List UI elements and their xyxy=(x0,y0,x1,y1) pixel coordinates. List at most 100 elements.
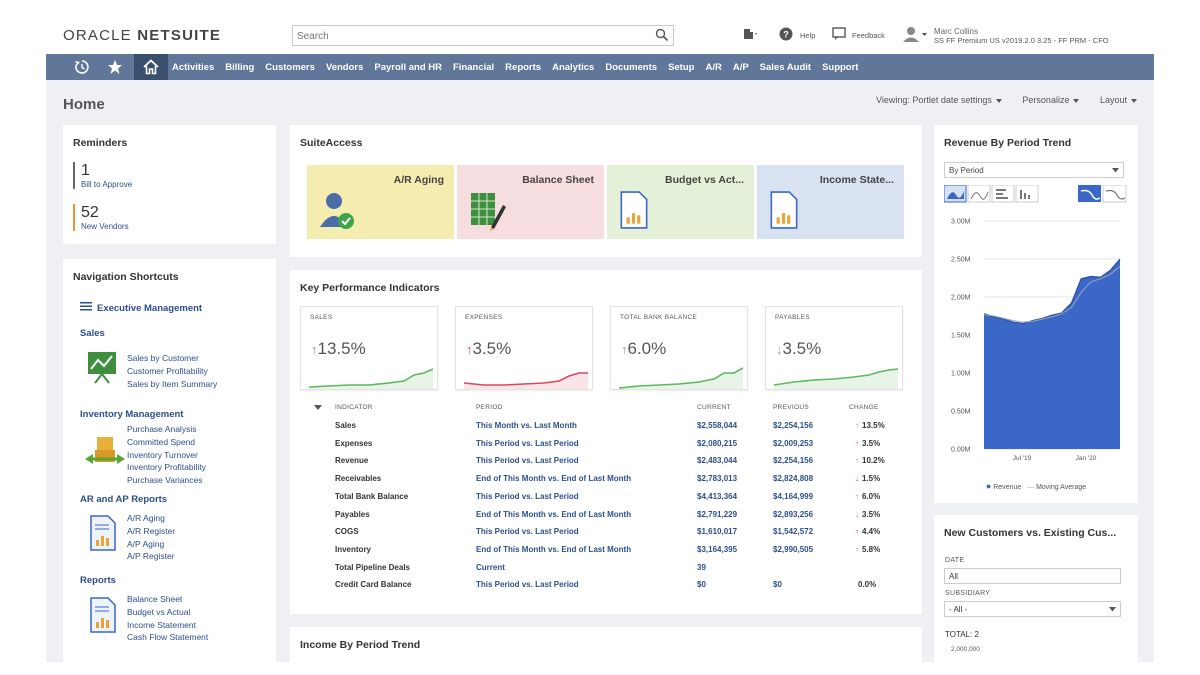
shortcut-ar-aging[interactable]: A/R Aging xyxy=(127,513,165,523)
nav-item-setup[interactable]: Setup xyxy=(668,61,695,73)
shortcut-purchase-analysis[interactable]: Purchase Analysis xyxy=(127,424,197,434)
col-change[interactable]: CHANGE xyxy=(849,404,879,411)
date-field[interactable]: All xyxy=(944,568,1121,584)
nav-item-activities[interactable]: Activities xyxy=(172,61,215,73)
cell-previous[interactable]: $2,893,256 xyxy=(773,509,814,519)
nav-item-financial[interactable]: Financial xyxy=(452,61,495,73)
tile-income-statement[interactable]: Income State... xyxy=(757,165,904,239)
tile-budget-vs-actual[interactable]: Budget vs Act... xyxy=(607,165,754,239)
cell-previous[interactable]: $2,990,505 xyxy=(773,544,814,554)
kpi-card-total-bank-balance[interactable]: TOTAL BANK BALANCE ↑6.0% xyxy=(610,306,748,390)
cell-current[interactable]: $0 xyxy=(697,580,706,590)
nav-item-reports[interactable]: Reports xyxy=(505,61,542,73)
cell-previous[interactable]: $2,254,156 xyxy=(773,456,814,466)
nav-item-payroll-and-hr[interactable]: Payroll and HR xyxy=(374,61,442,73)
nav-item-documents[interactable]: Documents xyxy=(605,61,658,73)
nav-item-analytics[interactable]: Analytics xyxy=(552,61,595,73)
bar-chart-tab[interactable] xyxy=(991,185,1015,203)
recent-icon[interactable] xyxy=(74,59,90,75)
search-input[interactable] xyxy=(293,27,643,46)
reminder-new-vendors[interactable]: 52 New Vendors xyxy=(73,204,223,231)
cell-previous[interactable]: $2,824,808 xyxy=(773,474,814,484)
area-chart-tab[interactable] xyxy=(944,185,967,203)
collapse-caret-icon[interactable] xyxy=(314,405,322,411)
shortcut-income-statement[interactable]: Income Statement xyxy=(127,619,196,630)
user-menu[interactable]: Marc Collins SS FF Premium US v2019.2.0 … xyxy=(934,27,1109,45)
cell-previous[interactable]: $4,164,999 xyxy=(773,491,814,501)
cell-current[interactable]: $2,783,013 xyxy=(697,474,738,484)
cell-current[interactable]: $1,610,017 xyxy=(697,527,738,537)
recent-records-icon[interactable] xyxy=(741,27,759,41)
tile-ar-aging[interactable]: A/R Aging xyxy=(307,165,454,239)
cell-current[interactable]: $2,791,229 xyxy=(697,509,738,519)
col-period[interactable]: PERIOD xyxy=(476,404,503,411)
cell-previous[interactable]: $0 xyxy=(773,580,782,590)
executive-management-link[interactable]: Executive Management xyxy=(97,303,203,314)
cell-previous[interactable]: $2,009,253 xyxy=(773,438,814,448)
cell-period[interactable]: This Period vs. Last Period xyxy=(476,491,579,501)
legend-revenue[interactable]: Revenue xyxy=(993,484,1022,491)
user-avatar-icon[interactable] xyxy=(902,26,928,43)
shortcut-ap-aging[interactable]: A/P Aging xyxy=(127,538,165,549)
cell-period[interactable]: End of This Month vs. End of Last Month xyxy=(476,544,632,554)
kpi-card-expenses[interactable]: EXPENSES ↑3.5% xyxy=(455,306,593,390)
global-search[interactable] xyxy=(292,25,674,46)
shortcut-inventory-profitability[interactable]: Inventory Profitability xyxy=(127,462,206,473)
cell-period[interactable]: End of This Month vs. End of Last Month xyxy=(476,509,632,519)
shortcut-balance-sheet[interactable]: Balance Sheet xyxy=(127,594,183,604)
nav-item-sales-audit[interactable]: Sales Audit xyxy=(759,61,812,73)
search-icon[interactable] xyxy=(655,28,669,42)
nav-item-billing[interactable]: Billing xyxy=(225,61,255,73)
viewing-date-settings[interactable]: Viewing: Portlet date settings xyxy=(876,95,1002,105)
shortcut-purchase-variances[interactable]: Purchase Variances xyxy=(127,475,203,486)
column-chart-tab[interactable] xyxy=(1015,185,1039,203)
help-icon[interactable]: ? xyxy=(779,27,793,41)
cell-previous[interactable]: $1,542,572 xyxy=(773,527,814,537)
revenue-area[interactable] xyxy=(984,259,1120,449)
reminder-bill-to-approve[interactable]: 1 Bill to Approve xyxy=(73,162,223,189)
shortcut-inventory-turnover[interactable]: Inventory Turnover xyxy=(127,449,198,460)
shortcut-ar-register[interactable]: A/R Register xyxy=(127,525,176,536)
shortcut-budget-vs-actual[interactable]: Budget vs Actual xyxy=(127,606,191,617)
kpi-card-payables[interactable]: PAYABLES ↓3.5% xyxy=(765,306,903,390)
kpi-card-sales[interactable]: SALES ↑13.5% xyxy=(300,306,438,390)
favorites-star-icon[interactable] xyxy=(107,59,123,75)
nav-item-customers[interactable]: Customers xyxy=(265,61,315,73)
subsidiary-select[interactable]: - All - xyxy=(944,601,1121,617)
cell-period[interactable]: Current xyxy=(476,562,505,572)
shortcut-cash-flow-statement[interactable]: Cash Flow Statement xyxy=(127,632,209,643)
cell-period[interactable]: End of This Month vs. End of Last Month xyxy=(476,474,632,484)
cell-period[interactable]: This Period vs. Last Period xyxy=(476,527,579,537)
legend-moving-average[interactable]: Moving Average xyxy=(1036,484,1087,491)
cell-period[interactable]: This Period vs. Last Period xyxy=(476,456,579,466)
nav-item-support[interactable]: Support xyxy=(822,61,859,73)
nav-item-vendors[interactable]: Vendors xyxy=(325,61,364,73)
cell-current[interactable]: 39 xyxy=(697,562,706,572)
shortcut-ap-register[interactable]: A/P Register xyxy=(127,551,175,562)
cell-current[interactable]: $2,558,044 xyxy=(697,421,738,430)
shortcut-customer-profitability[interactable]: Customer Profitability xyxy=(127,365,208,376)
cell-period[interactable]: This Month vs. Last Month xyxy=(476,421,577,430)
cell-period[interactable]: This Period vs. Last Period xyxy=(476,580,579,590)
col-indicator[interactable]: INDICATOR xyxy=(335,404,373,411)
cell-current[interactable]: $2,483,044 xyxy=(697,456,738,466)
home-tab[interactable] xyxy=(134,54,168,80)
feedback-link[interactable]: Feedback xyxy=(852,31,885,40)
tile-balance-sheet[interactable]: Balance Sheet xyxy=(457,165,604,239)
col-current[interactable]: CURRENT xyxy=(697,404,731,411)
oracle-netsuite-logo[interactable]: ORACLE NETSUITE xyxy=(63,27,221,44)
cell-current[interactable]: $4,413,364 xyxy=(697,491,738,501)
personalize-menu[interactable]: Personalize xyxy=(1022,95,1080,105)
shortcut-committed-spend[interactable]: Committed Spend xyxy=(127,436,196,447)
cell-current[interactable]: $2,080,215 xyxy=(697,438,738,448)
shortcut-sales-by-item-summary[interactable]: Sales by Item Summary xyxy=(127,378,218,389)
nav-item-a-p[interactable]: A/P xyxy=(732,61,749,73)
trend-smooth-tab[interactable] xyxy=(1078,185,1101,202)
period-select[interactable]: By Period xyxy=(944,162,1124,178)
cell-previous[interactable]: $2,254,156 xyxy=(773,421,814,430)
nav-item-a-r[interactable]: A/R xyxy=(705,61,722,73)
cell-period[interactable]: This Period vs. Last Period xyxy=(476,438,579,448)
feedback-icon[interactable] xyxy=(832,27,846,41)
line-chart-tab[interactable] xyxy=(967,185,991,203)
trend-line-tab[interactable] xyxy=(1102,185,1127,203)
